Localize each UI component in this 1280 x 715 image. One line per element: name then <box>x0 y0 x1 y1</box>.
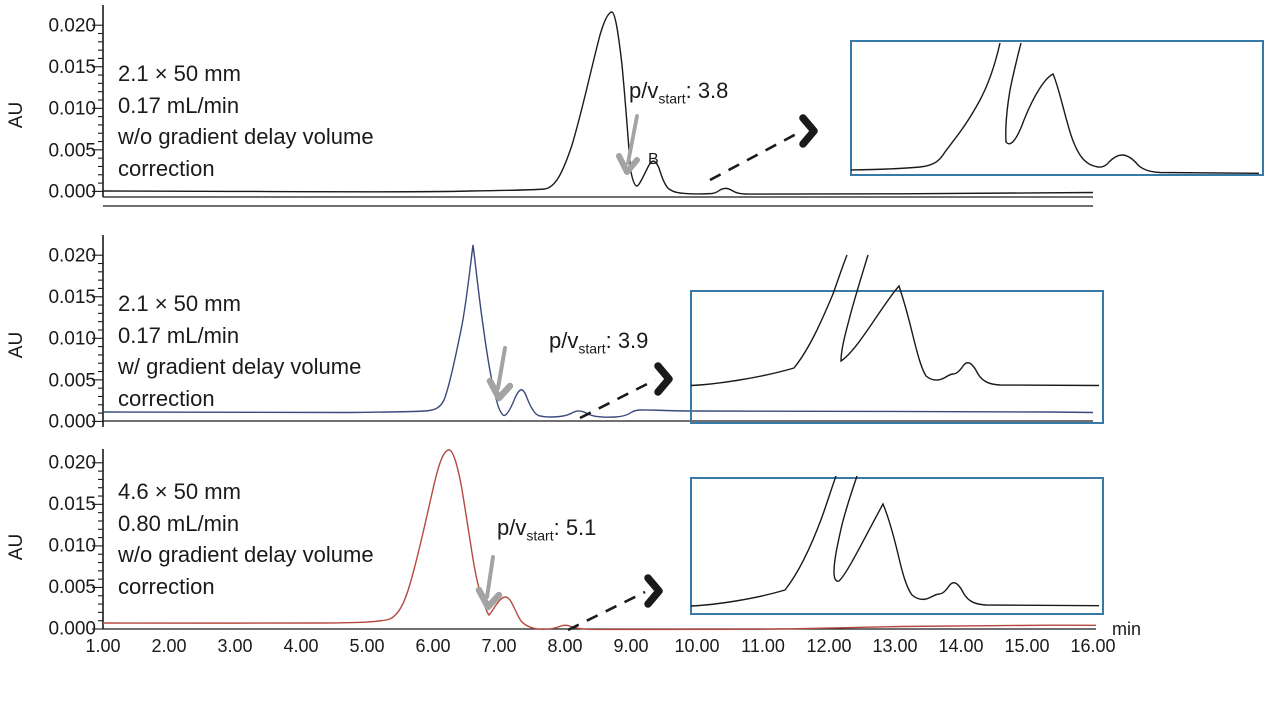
svg-text:0.015: 0.015 <box>48 287 96 308</box>
svg-text:6.00: 6.00 <box>415 636 450 656</box>
svg-text:min: min <box>1112 619 1141 639</box>
svg-text:7.00: 7.00 <box>481 636 516 656</box>
svg-text:15.00: 15.00 <box>1004 636 1049 656</box>
svg-text:AU: AU <box>6 102 27 128</box>
svg-text:0.000: 0.000 <box>48 412 96 433</box>
svg-text:0.005: 0.005 <box>48 141 96 162</box>
svg-text:AU: AU <box>6 534 27 560</box>
svg-text:0.010: 0.010 <box>48 535 96 556</box>
svg-text:0.020: 0.020 <box>48 452 96 473</box>
svg-text:8.00: 8.00 <box>547 636 582 656</box>
svg-text:13.00: 13.00 <box>872 636 917 656</box>
svg-text:4.00: 4.00 <box>283 636 318 656</box>
svg-text:0.020: 0.020 <box>48 16 96 37</box>
svg-text:0.000: 0.000 <box>48 182 96 203</box>
svg-text:3.00: 3.00 <box>217 636 252 656</box>
svg-text:0.005: 0.005 <box>48 371 96 392</box>
svg-text:5.00: 5.00 <box>349 636 384 656</box>
svg-text:0.005: 0.005 <box>48 577 96 598</box>
svg-text:9.00: 9.00 <box>613 636 648 656</box>
svg-text:1.00: 1.00 <box>85 636 120 656</box>
svg-text:11.00: 11.00 <box>741 636 785 656</box>
svg-text:12.00: 12.00 <box>806 636 851 656</box>
svg-text:2.00: 2.00 <box>151 636 186 656</box>
svg-text:0.015: 0.015 <box>48 494 96 515</box>
svg-text:0.010: 0.010 <box>48 329 96 350</box>
svg-text:10.00: 10.00 <box>674 636 719 656</box>
svg-text:AU: AU <box>6 332 27 358</box>
svg-text:14.00: 14.00 <box>938 636 983 656</box>
svg-text:B: B <box>648 151 659 168</box>
svg-text:0.015: 0.015 <box>48 57 96 78</box>
svg-text:16.00: 16.00 <box>1070 636 1115 656</box>
svg-text:0.010: 0.010 <box>48 99 96 120</box>
svg-text:0.020: 0.020 <box>48 246 96 267</box>
